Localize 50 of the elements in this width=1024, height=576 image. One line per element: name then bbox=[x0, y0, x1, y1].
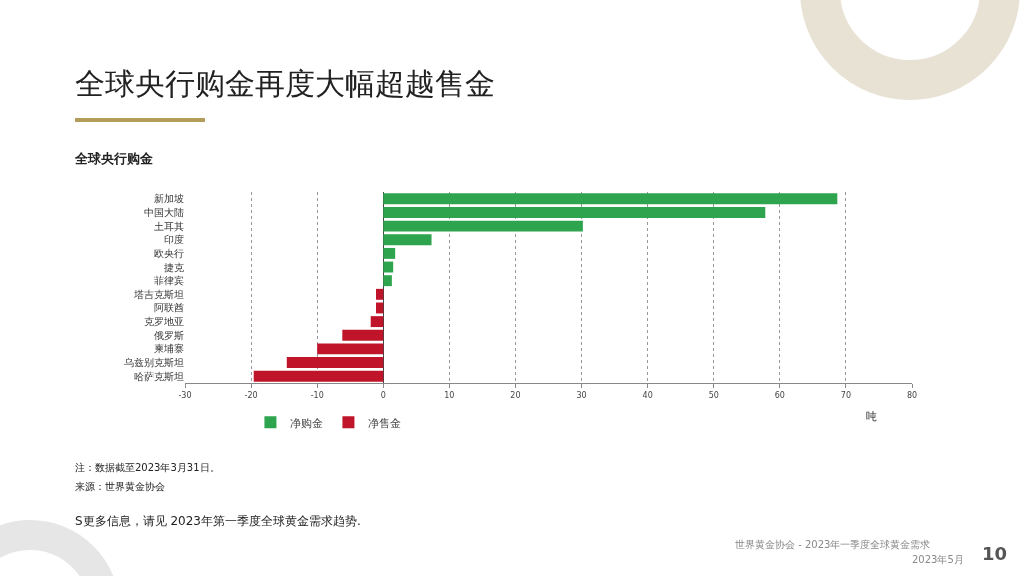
text: 2023年5月 bbox=[912, 553, 964, 567]
chart-title: 全球央行购金再度大幅超越售金 bbox=[75, 65, 495, 103]
y-tick-label: 欧央行 bbox=[154, 247, 184, 259]
bar bbox=[383, 220, 583, 232]
x-tick-label: -20 bbox=[244, 390, 258, 400]
bar bbox=[383, 193, 838, 205]
legend-label: 净售金 bbox=[368, 416, 402, 430]
text: 注：数据截至2023年3月31日。 bbox=[75, 461, 220, 475]
y-tick-label: 印度 bbox=[164, 234, 184, 246]
y-tick-label: 塔吉克斯坦 bbox=[133, 288, 184, 300]
y-tick-label: 克罗地亚 bbox=[144, 316, 184, 328]
bar bbox=[342, 329, 384, 341]
bar bbox=[383, 207, 766, 218]
bar bbox=[383, 261, 394, 273]
x-tick-label: 40 bbox=[642, 390, 653, 400]
y-tick-label: 中国大陆 bbox=[144, 206, 184, 218]
source-note: 来源：世界黄金协会 bbox=[75, 480, 165, 494]
x-tick-label: 50 bbox=[708, 390, 719, 400]
y-tick-label: 菲律宾 bbox=[154, 275, 184, 287]
y-tick-label: 俄罗斯 bbox=[154, 329, 184, 341]
y-tick-label: 土耳其 bbox=[154, 220, 184, 232]
y-tick-label: 阿联酋 bbox=[154, 302, 184, 314]
bar bbox=[376, 288, 384, 300]
bar bbox=[383, 234, 432, 246]
x-axis-title: 吨 bbox=[866, 409, 877, 424]
y-tick-label: 捷克 bbox=[164, 261, 184, 273]
legend-label: 净购金 bbox=[290, 416, 324, 430]
y-tick-label: 柬埔寨 bbox=[154, 343, 184, 355]
y-tick-label: 乌兹别克斯坦 bbox=[124, 357, 184, 369]
text: 世界黄金协会 - 2023年一季度全球黄金需求 bbox=[735, 538, 931, 552]
text: S更多信息，请见 2023年第一季度全球黄金需求趋势. bbox=[75, 513, 361, 530]
x-tick-label: 30 bbox=[576, 390, 587, 400]
y-tick-label: 哈萨克斯坦 bbox=[134, 370, 184, 382]
text: 10 bbox=[982, 543, 1008, 564]
bar bbox=[317, 343, 384, 355]
y-tick-label: 新加坡 bbox=[154, 193, 184, 205]
x-tick-label: 20 bbox=[510, 390, 521, 400]
bar bbox=[383, 275, 392, 287]
x-tick-label: 70 bbox=[840, 390, 851, 400]
bar bbox=[253, 370, 384, 382]
x-tick-label: 60 bbox=[774, 390, 785, 400]
x-tick-label: -10 bbox=[310, 390, 324, 400]
x-tick-label: 0 bbox=[380, 390, 386, 400]
x-tick-label: -30 bbox=[178, 390, 192, 400]
chart-subtitle: 全球央行购金 bbox=[75, 150, 153, 168]
bar bbox=[370, 316, 384, 328]
x-tick-label: 10 bbox=[444, 390, 455, 400]
bar bbox=[286, 357, 384, 368]
x-tick-label: 80 bbox=[906, 390, 918, 400]
bar bbox=[383, 247, 396, 259]
